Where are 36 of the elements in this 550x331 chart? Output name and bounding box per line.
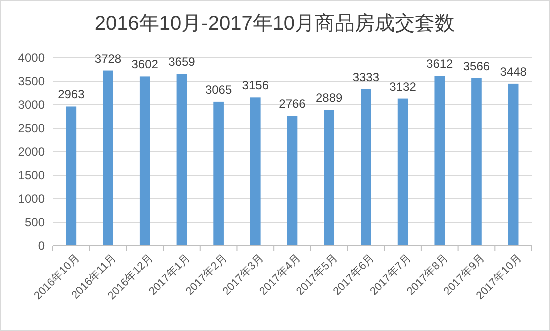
bar xyxy=(140,76,150,246)
y-tick-label: 1500 xyxy=(18,168,46,183)
bar xyxy=(176,74,188,246)
bar xyxy=(472,78,482,246)
data-label: 3448 xyxy=(500,64,528,79)
bar xyxy=(287,116,298,246)
chart-title: 2016年10月-2017年10月商品房成交套数 xyxy=(94,13,456,35)
bar xyxy=(508,84,519,246)
y-tick-label: 500 xyxy=(24,216,46,230)
y-tick-label: 2000 xyxy=(18,145,46,160)
bar xyxy=(250,98,261,246)
y-tick-label: 3500 xyxy=(18,74,46,89)
data-label: 3065 xyxy=(205,82,232,97)
y-tick-label: 1000 xyxy=(18,192,46,206)
data-label: 3602 xyxy=(132,58,159,72)
y-tick-label: 3000 xyxy=(18,98,46,112)
y-tick-label: 4000 xyxy=(18,51,46,66)
data-label: 3333 xyxy=(352,70,380,84)
data-label: 2963 xyxy=(58,88,86,102)
data-label: 2889 xyxy=(316,91,344,106)
bar xyxy=(66,106,77,246)
data-label: 3566 xyxy=(463,59,490,74)
data-label: 2766 xyxy=(279,97,306,111)
data-label: 3612 xyxy=(426,57,454,72)
data-label: 3728 xyxy=(94,52,122,66)
y-tick-label: 0 xyxy=(38,239,46,254)
data-label: 3156 xyxy=(242,78,270,93)
bar xyxy=(434,76,446,246)
bar xyxy=(398,98,408,246)
data-label: 3659 xyxy=(168,55,196,70)
data-label: 3132 xyxy=(390,80,417,94)
bar xyxy=(324,110,335,246)
y-tick-label: 2500 xyxy=(18,122,46,136)
bar xyxy=(214,102,224,246)
bar xyxy=(103,70,114,246)
bar xyxy=(361,89,372,246)
